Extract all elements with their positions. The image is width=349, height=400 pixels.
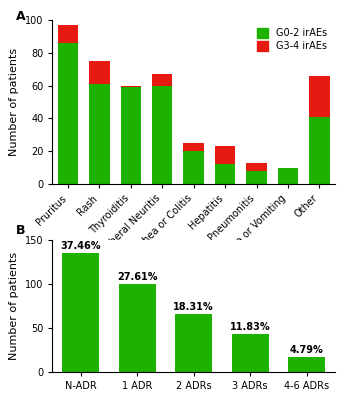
- Text: 11.83%: 11.83%: [230, 322, 270, 332]
- Bar: [58, 25, 78, 43]
- Bar: [119, 284, 156, 372]
- Bar: [175, 314, 212, 372]
- Bar: [62, 253, 99, 372]
- Bar: [121, 86, 141, 87]
- Bar: [152, 74, 172, 86]
- Bar: [232, 334, 269, 372]
- Bar: [246, 163, 267, 171]
- Text: 37.46%: 37.46%: [60, 241, 101, 251]
- Text: A: A: [16, 10, 25, 23]
- Bar: [121, 87, 141, 184]
- Bar: [184, 151, 204, 184]
- Bar: [215, 146, 235, 164]
- Bar: [89, 84, 110, 184]
- Bar: [309, 76, 329, 117]
- Bar: [278, 168, 298, 184]
- Bar: [288, 357, 325, 372]
- Text: 27.61%: 27.61%: [117, 272, 157, 282]
- Y-axis label: Number of patients: Number of patients: [9, 48, 20, 156]
- Legend: G0-2 irAEs, G3-4 irAEs: G0-2 irAEs, G3-4 irAEs: [254, 25, 330, 54]
- Text: B: B: [16, 224, 25, 237]
- Bar: [152, 86, 172, 184]
- Text: 4.79%: 4.79%: [290, 345, 324, 355]
- Text: 18.31%: 18.31%: [173, 302, 214, 312]
- Bar: [215, 164, 235, 184]
- Y-axis label: Number of patients: Number of patients: [9, 252, 19, 360]
- Bar: [184, 143, 204, 151]
- Bar: [89, 61, 110, 84]
- Bar: [246, 171, 267, 184]
- Bar: [309, 117, 329, 184]
- Bar: [58, 43, 78, 184]
